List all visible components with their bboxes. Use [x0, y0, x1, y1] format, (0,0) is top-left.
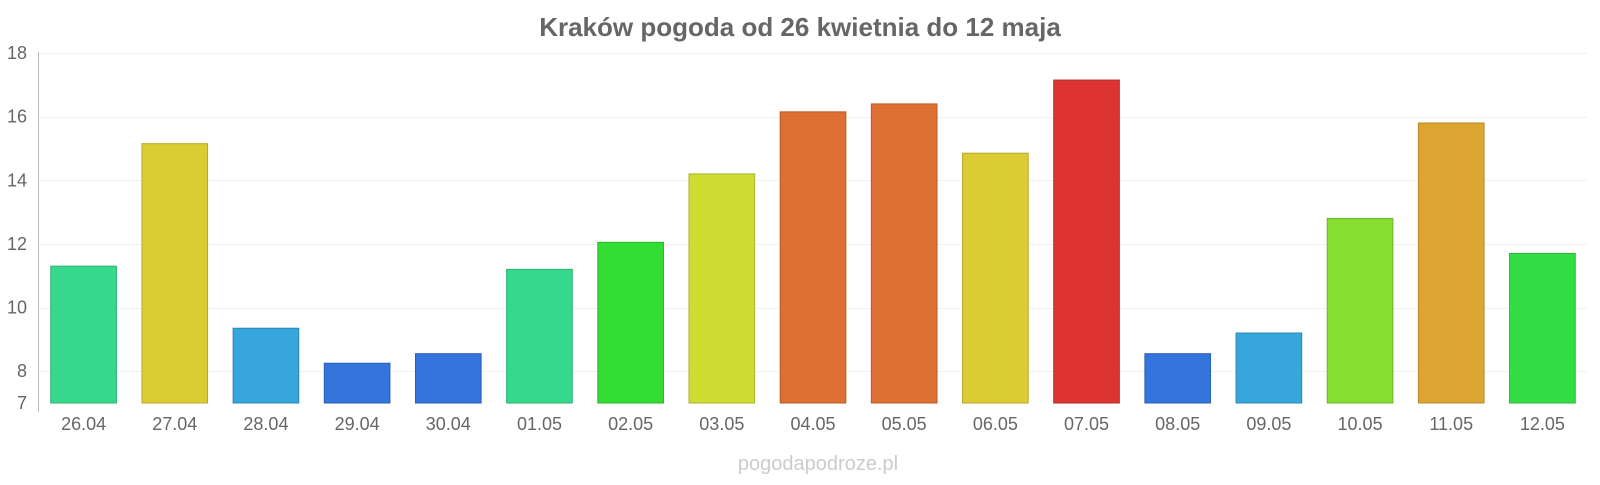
bar-02.05 — [597, 241, 664, 404]
x-tick-label: 06.05 — [973, 414, 1018, 434]
x-tick-label: 29.04 — [335, 414, 380, 434]
y-tick-label: 8 — [17, 361, 27, 381]
bar-12.05 — [1509, 252, 1576, 404]
y-tick-label: 10 — [7, 298, 27, 318]
y-axis-ticks: 7 8 10 12 14 16 18 — [7, 43, 27, 413]
bar-07.05 — [1053, 79, 1120, 404]
bar-29.04 — [323, 362, 391, 404]
x-tick-label: 03.05 — [699, 414, 744, 434]
y-tick-label: 12 — [7, 234, 27, 254]
x-tick-label: 30.04 — [426, 414, 471, 434]
x-tick-label: 28.04 — [243, 414, 288, 434]
bar-05.05 — [870, 103, 938, 404]
bar-26.04 — [50, 265, 117, 404]
x-tick-label: 07.05 — [1064, 414, 1109, 434]
bar-11.05 — [1417, 122, 1485, 404]
bar-09.05 — [1235, 332, 1303, 404]
x-axis-ticks: 26.04 27.04 28.04 29.04 30.04 01.05 02.05 03.05… — [61, 414, 1565, 434]
x-tick-label: 26.04 — [61, 414, 106, 434]
x-tick-label: 08.05 — [1155, 414, 1200, 434]
bar-10.05 — [1326, 217, 1394, 404]
y-tick-label: 16 — [7, 107, 27, 127]
bar-28.04 — [232, 327, 300, 404]
y-tick-label: 14 — [7, 170, 27, 190]
bar-04.05 — [779, 111, 847, 404]
x-tick-label: 11.05 — [1429, 414, 1473, 434]
bar-06.05 — [962, 152, 1029, 404]
chart-title: Kraków pogoda od 26 kwietnia do 12 maja — [539, 12, 1061, 42]
x-tick-label: 10.05 — [1338, 414, 1383, 434]
x-tick-label: 12.05 — [1520, 414, 1565, 434]
bar-27.04 — [141, 143, 209, 404]
y-tick-label: 18 — [7, 43, 27, 63]
x-tick-label: 01.05 — [517, 414, 562, 434]
watermark: pogodapodroze.pl — [738, 453, 898, 475]
x-tick-label: 27.04 — [152, 414, 197, 434]
bars — [50, 79, 1576, 404]
x-tick-label: 04.05 — [790, 414, 835, 434]
y-tick-label: 7 — [17, 393, 27, 413]
x-tick-label: 05.05 — [882, 414, 927, 434]
bar-30.04 — [414, 353, 482, 404]
bar-08.05 — [1144, 353, 1212, 404]
bar-01.05 — [506, 268, 573, 404]
x-tick-label: 02.05 — [608, 414, 653, 434]
bar-03.05 — [688, 173, 756, 404]
x-tick-label: 09.05 — [1246, 414, 1291, 434]
